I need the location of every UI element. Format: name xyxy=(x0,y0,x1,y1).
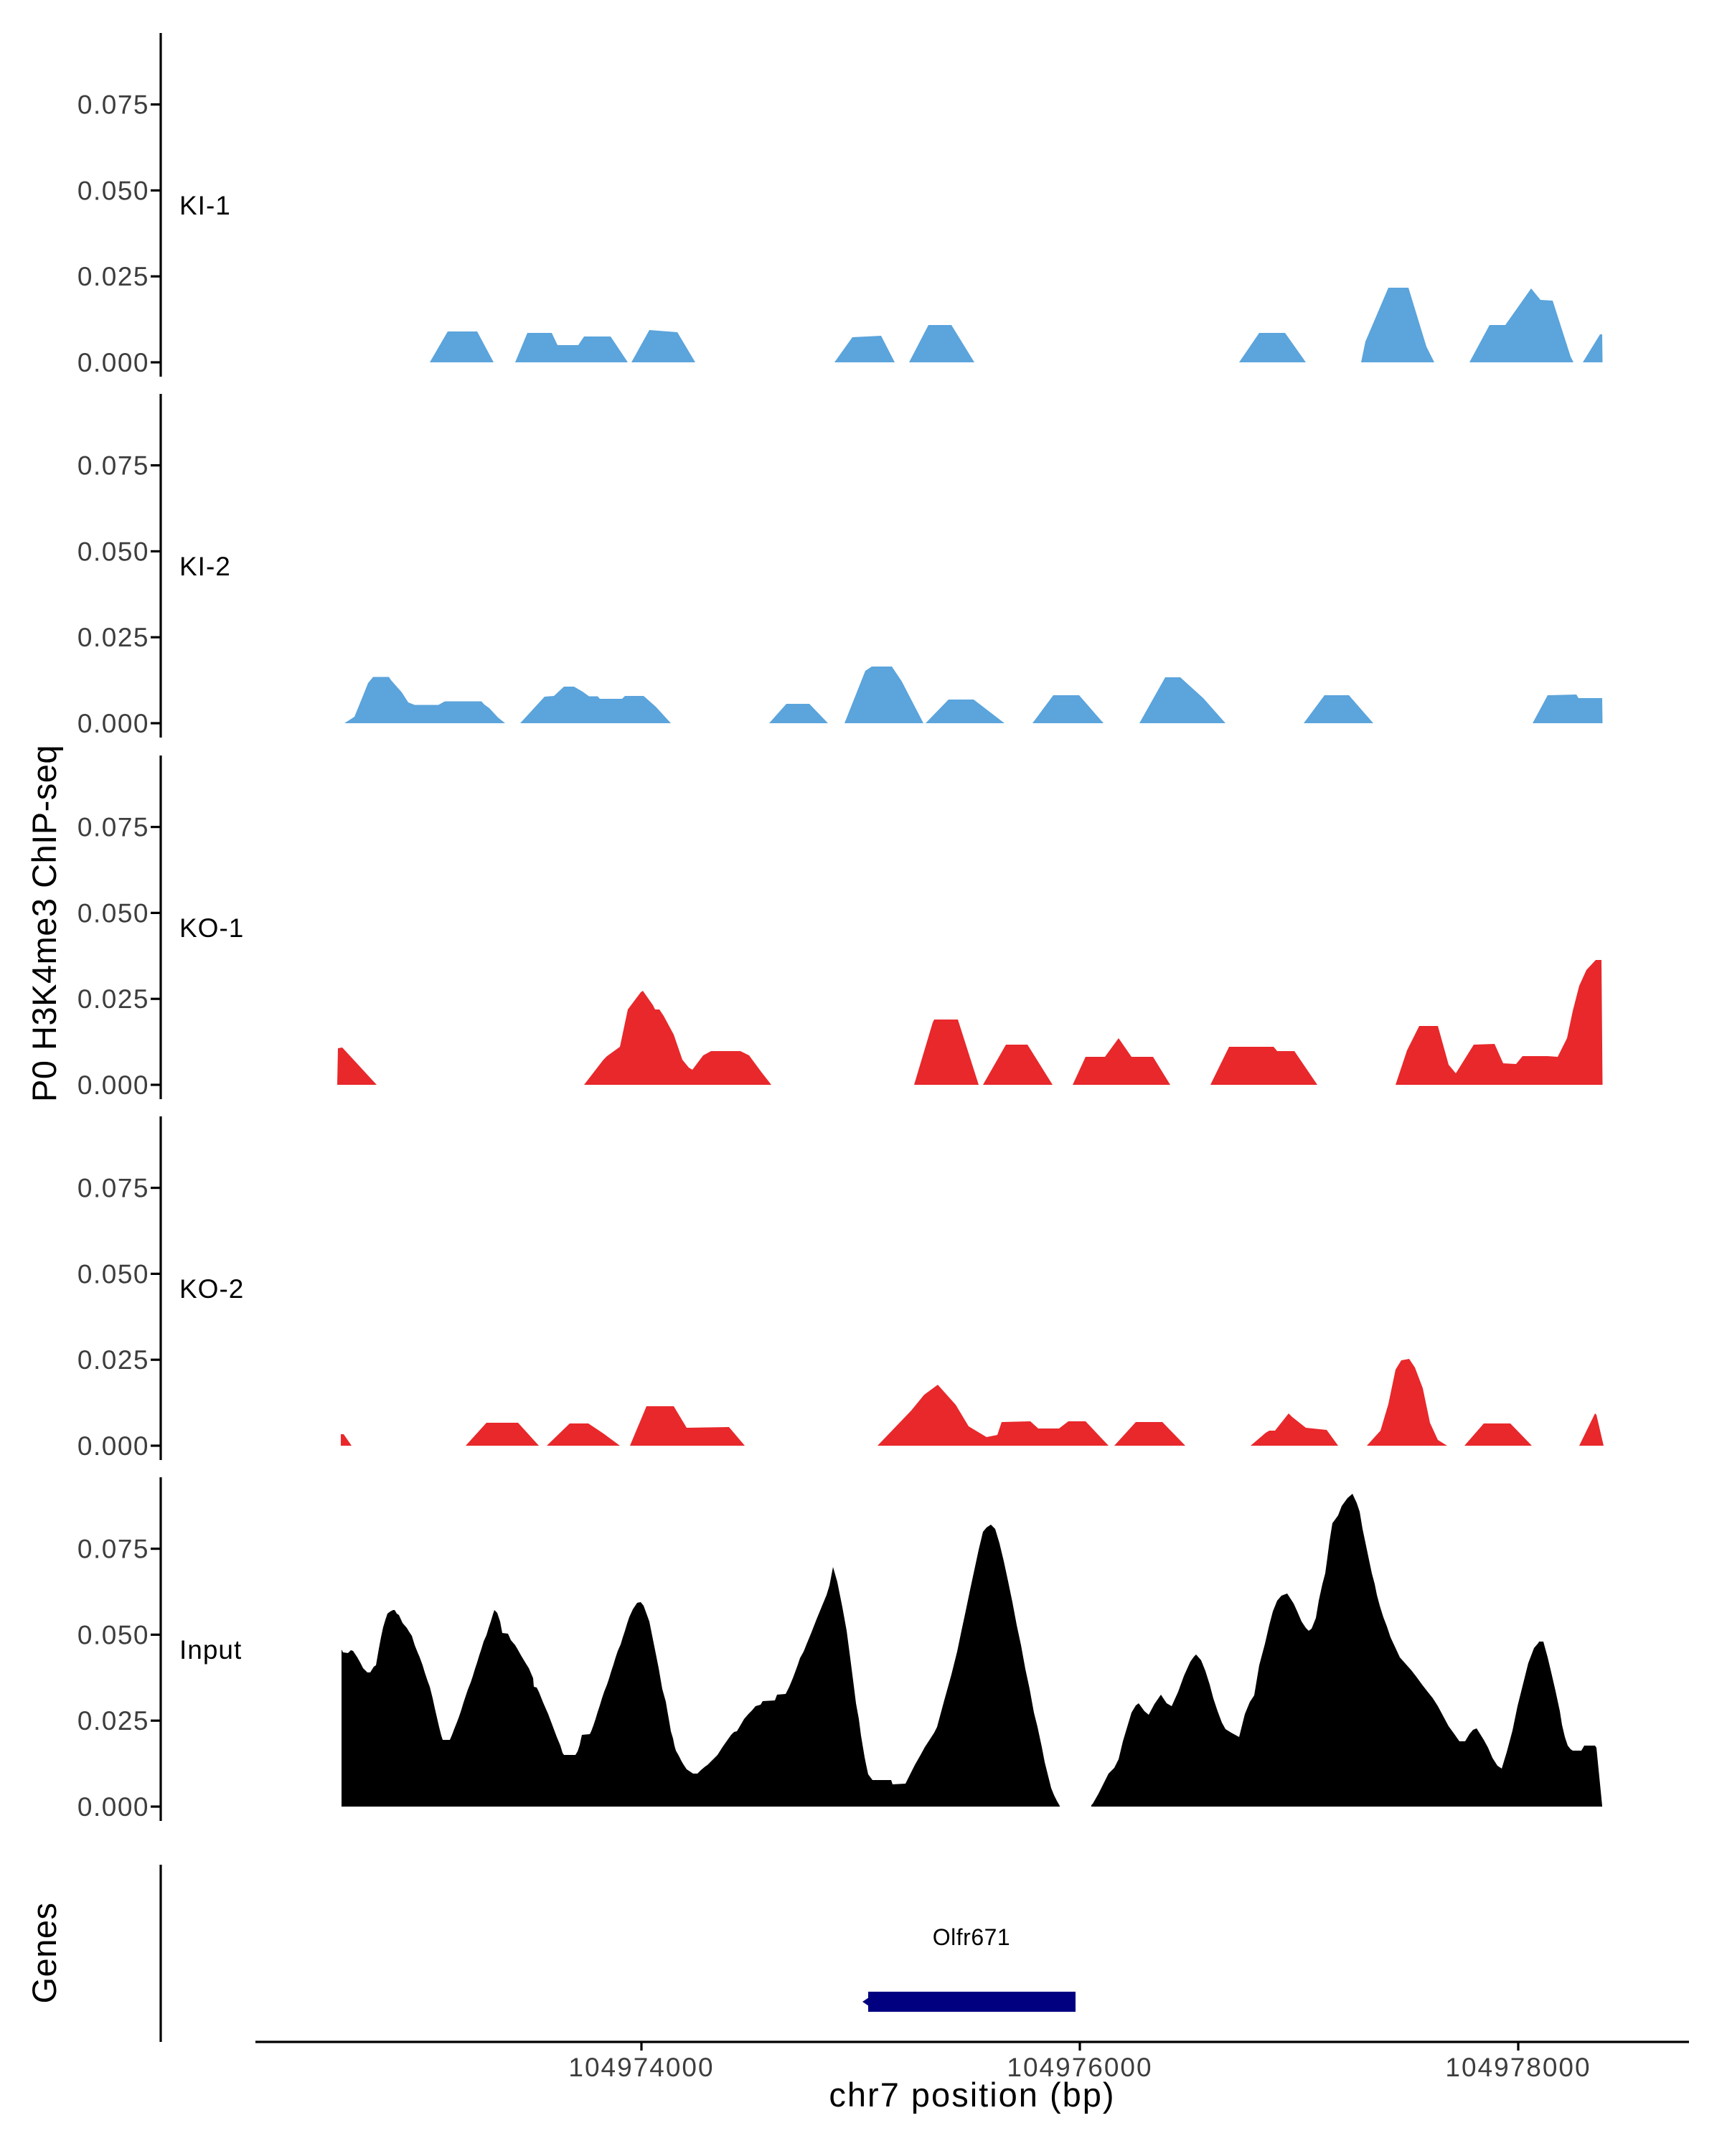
svg-text:Genes: Genes xyxy=(25,1903,63,2004)
svg-text:0.025: 0.025 xyxy=(77,1345,149,1375)
svg-text:0.075: 0.075 xyxy=(77,451,149,481)
svg-text:0.000: 0.000 xyxy=(77,1431,149,1461)
svg-text:0.050: 0.050 xyxy=(77,898,149,928)
svg-text:0.025: 0.025 xyxy=(77,623,149,652)
svg-text:104974000: 104974000 xyxy=(568,2053,714,2082)
svg-text:104978000: 104978000 xyxy=(1445,2053,1591,2082)
svg-text:0.075: 0.075 xyxy=(77,90,149,120)
svg-text:KO-1: KO-1 xyxy=(179,913,244,943)
svg-text:P0 H3K4me3 ChIP-seq: P0 H3K4me3 ChIP-seq xyxy=(25,745,63,1102)
svg-text:chr7 position (bp): chr7 position (bp) xyxy=(829,2076,1115,2114)
svg-text:0.000: 0.000 xyxy=(77,1792,149,1822)
svg-text:0.025: 0.025 xyxy=(77,984,149,1014)
svg-text:0.000: 0.000 xyxy=(77,1070,149,1100)
svg-text:KI-2: KI-2 xyxy=(179,552,231,581)
svg-text:Input: Input xyxy=(179,1635,242,1665)
svg-text:0.050: 0.050 xyxy=(77,1620,149,1649)
svg-text:Olfr671: Olfr671 xyxy=(933,1924,1010,1950)
svg-text:0.025: 0.025 xyxy=(77,1706,149,1736)
svg-text:0.000: 0.000 xyxy=(77,348,149,377)
svg-text:0.050: 0.050 xyxy=(77,1259,149,1289)
svg-text:0.025: 0.025 xyxy=(77,262,149,291)
svg-text:0.000: 0.000 xyxy=(77,709,149,738)
svg-text:0.050: 0.050 xyxy=(77,537,149,566)
svg-text:104976000: 104976000 xyxy=(1007,2053,1152,2082)
svg-text:0.075: 0.075 xyxy=(77,813,149,842)
svg-text:KI-1: KI-1 xyxy=(179,191,231,220)
svg-text:0.075: 0.075 xyxy=(77,1535,149,1564)
svg-text:KO-2: KO-2 xyxy=(179,1274,244,1304)
svg-text:0.050: 0.050 xyxy=(77,176,149,205)
svg-text:0.075: 0.075 xyxy=(77,1174,149,1203)
